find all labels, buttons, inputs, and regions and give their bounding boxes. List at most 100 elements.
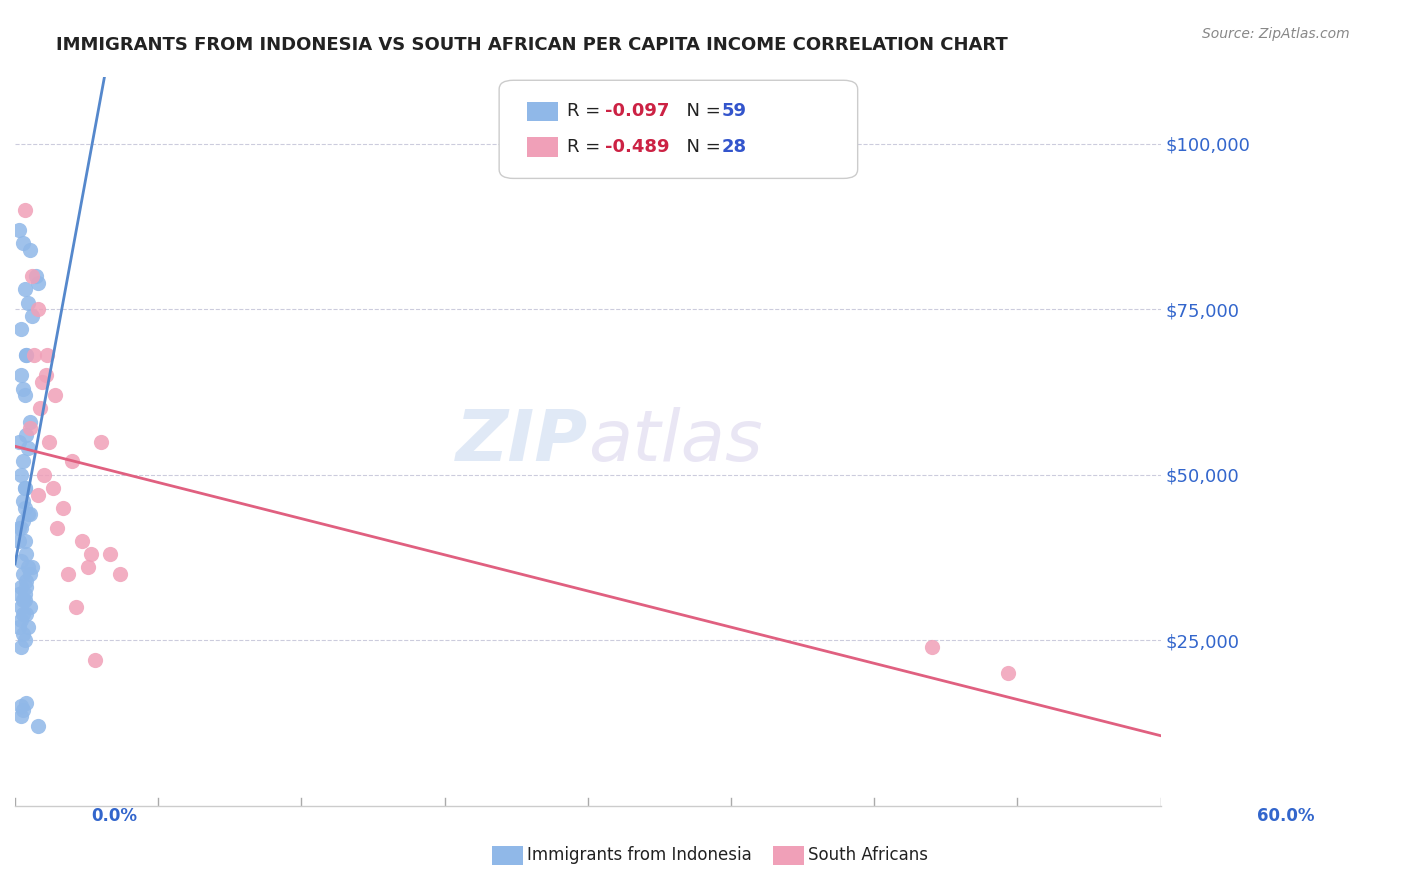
Point <box>997 666 1019 681</box>
Point <box>921 640 943 654</box>
Text: -0.489: -0.489 <box>605 138 669 156</box>
Point <box>10 600 32 615</box>
Point <box>42 481 65 495</box>
Point <box>20 421 42 435</box>
Point <box>20 415 42 429</box>
Point <box>32 467 55 482</box>
Point <box>13 500 35 515</box>
Text: IMMIGRANTS FROM INDONESIA VS SOUTH AFRICAN PER CAPITA INCOME CORRELATION CHART: IMMIGRANTS FROM INDONESIA VS SOUTH AFRIC… <box>56 36 1008 54</box>
Point <box>11 626 34 640</box>
Point <box>100 547 122 561</box>
Text: Immigrants from Indonesia: Immigrants from Indonesia <box>527 846 752 863</box>
Point <box>10 709 32 723</box>
Point <box>27 302 49 317</box>
Point <box>7 520 30 534</box>
Point <box>10 322 32 336</box>
Point <box>27 276 49 290</box>
Point <box>15 607 38 621</box>
Point <box>44 388 66 402</box>
Point <box>11 593 34 607</box>
Point <box>15 349 38 363</box>
Point <box>21 309 44 323</box>
Point <box>70 533 93 548</box>
Text: 28: 28 <box>721 138 747 156</box>
Point <box>7 533 30 548</box>
Point <box>17 441 39 455</box>
Point <box>90 434 112 449</box>
Point <box>13 587 35 601</box>
Text: N =: N = <box>675 103 727 120</box>
Point <box>17 508 39 522</box>
Point <box>25 268 48 283</box>
Text: ZIP: ZIP <box>456 407 588 476</box>
Point <box>76 560 98 574</box>
Point <box>20 566 42 581</box>
Point <box>52 500 75 515</box>
Text: 59: 59 <box>721 103 747 120</box>
Point <box>31 375 53 389</box>
Point <box>21 268 44 283</box>
Point <box>13 388 35 402</box>
Point <box>10 613 32 627</box>
Text: R =: R = <box>567 138 606 156</box>
Point <box>80 547 103 561</box>
Point <box>13 202 35 217</box>
Point <box>11 703 34 717</box>
Point <box>21 560 44 574</box>
Point <box>34 368 56 383</box>
Text: South Africans: South Africans <box>808 846 928 863</box>
Point <box>11 382 34 396</box>
Point <box>58 566 80 581</box>
Point <box>15 547 38 561</box>
Point <box>11 607 34 621</box>
Point <box>13 533 35 548</box>
Point <box>7 434 30 449</box>
Point <box>65 600 87 615</box>
Point <box>13 481 35 495</box>
Point <box>20 600 42 615</box>
Point <box>7 587 30 601</box>
Point <box>11 514 34 528</box>
Point <box>11 566 34 581</box>
Point <box>13 593 35 607</box>
Point <box>11 494 34 508</box>
Point <box>108 566 131 581</box>
Text: atlas: atlas <box>588 407 762 476</box>
Point <box>17 295 39 310</box>
Text: Source: ZipAtlas.com: Source: ZipAtlas.com <box>1202 27 1350 41</box>
Point <box>11 235 34 250</box>
Point <box>22 349 45 363</box>
Point <box>37 349 59 363</box>
Point <box>17 620 39 634</box>
Text: R =: R = <box>567 103 606 120</box>
Point <box>11 454 34 468</box>
Point <box>13 633 35 648</box>
Point <box>15 574 38 588</box>
Point <box>17 560 39 574</box>
Point <box>38 434 60 449</box>
Point <box>15 428 38 442</box>
Text: 0.0%: 0.0% <box>91 807 138 825</box>
Point <box>10 699 32 714</box>
Point <box>20 243 42 257</box>
Point <box>84 653 107 667</box>
Point <box>10 368 32 383</box>
Point <box>60 454 83 468</box>
Point <box>15 580 38 594</box>
Point <box>7 223 30 237</box>
Point <box>46 520 69 534</box>
Point <box>20 508 42 522</box>
Point <box>15 696 38 710</box>
Point <box>7 620 30 634</box>
Point <box>10 467 32 482</box>
Point <box>27 719 49 733</box>
Point <box>10 554 32 568</box>
Point <box>15 349 38 363</box>
Point <box>13 481 35 495</box>
Text: 60.0%: 60.0% <box>1257 807 1315 825</box>
Point <box>10 520 32 534</box>
Point <box>28 401 51 416</box>
Point <box>13 282 35 296</box>
Point <box>10 580 32 594</box>
Text: N =: N = <box>675 138 727 156</box>
